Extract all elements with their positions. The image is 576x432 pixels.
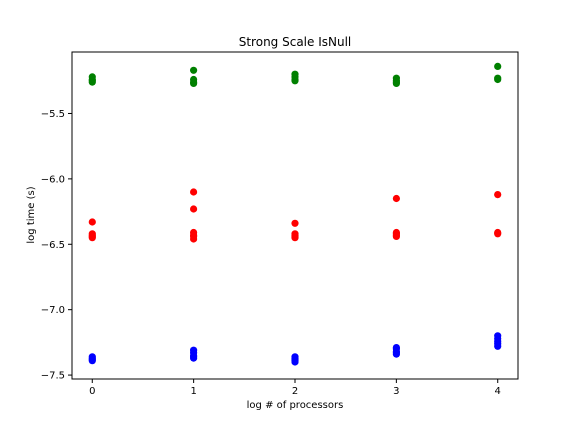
scatter-point-s0-4 xyxy=(190,66,198,74)
y-axis-ticks: −7.5 −7.0 −6.5 −6.0 −5.5 xyxy=(41,109,72,382)
scatter-point-s0-3 xyxy=(88,78,96,86)
x-tick-label: 3 xyxy=(393,386,399,397)
scatter-point-s2-23 xyxy=(494,342,502,350)
scatter-point-s2-18 xyxy=(392,350,400,358)
scatter-point-s1-5 xyxy=(190,188,198,196)
scatter-point-s1-15 xyxy=(291,234,299,242)
scatter-point-s0-11 xyxy=(291,77,299,85)
y-tick-label: −6.5 xyxy=(41,240,65,251)
scatter-point-s1-11 xyxy=(291,219,299,227)
scatter-point-s1-23 xyxy=(494,230,502,238)
scatter-point-s1-6 xyxy=(190,205,198,213)
x-axis-label: log # of processors xyxy=(247,400,344,411)
plot-frame xyxy=(71,51,519,380)
scatter-point-s1-0 xyxy=(88,218,96,226)
plot-points xyxy=(88,62,502,366)
x-tick-label: 1 xyxy=(190,386,196,397)
scatter-point-s0-7 xyxy=(190,79,198,87)
y-axis-label: log time (s) xyxy=(26,186,37,243)
x-tick-label: 2 xyxy=(292,386,298,397)
x-axis-ticks: 0 1 2 3 4 xyxy=(89,379,501,397)
scatter-point-s1-16 xyxy=(392,194,400,203)
scatter-point-s1-4 xyxy=(88,234,96,242)
y-tick-label: −7.0 xyxy=(41,305,65,316)
scatter-point-s1-10 xyxy=(190,235,198,243)
scatter-point-s0-15 xyxy=(392,79,400,87)
y-tick-label: −5.5 xyxy=(41,109,65,120)
scatter-point-s1-20 xyxy=(392,232,400,240)
scatter-point-s1-21 xyxy=(494,191,502,199)
scatter-point-s0-16 xyxy=(494,62,502,70)
y-tick-label: −7.5 xyxy=(41,371,65,382)
scatter-point-s2-3 xyxy=(88,357,96,365)
scatter-point-s2-13 xyxy=(291,358,299,366)
y-tick-label: −6.0 xyxy=(41,174,65,185)
scatter-point-s2-8 xyxy=(190,354,198,362)
chart-title: Strong Scale IsNull xyxy=(239,35,352,49)
x-tick-label: 0 xyxy=(89,386,95,397)
scatter-point-s0-18 xyxy=(494,75,502,84)
x-tick-label: 4 xyxy=(495,386,501,397)
